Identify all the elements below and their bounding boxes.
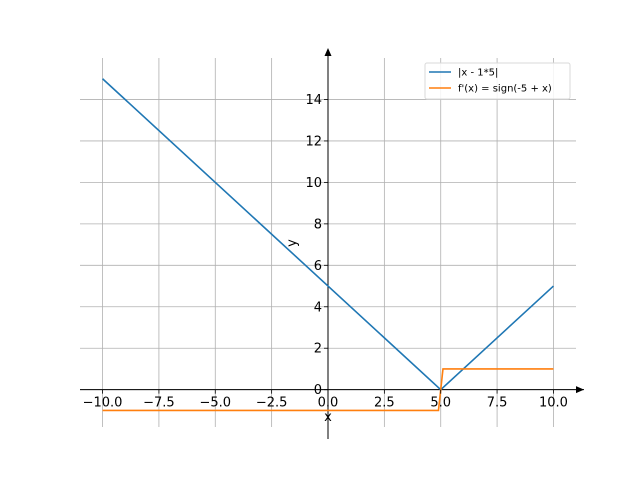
x-tick-label: −7.5	[143, 396, 175, 411]
x-tick-label: 0.0	[318, 396, 339, 411]
x-axis-label: x	[324, 410, 332, 425]
x-tick-label: −10.0	[83, 396, 123, 411]
legend: |x - 1*5| f'(x) = sign(-5 + x)	[424, 62, 571, 100]
y-axis-label: y	[285, 239, 300, 247]
x-tick-label: −2.5	[256, 396, 288, 411]
x-tick-label: 2.5	[374, 396, 395, 411]
x-tick-label: 7.5	[487, 396, 508, 411]
legend-entry-1: f'(x) = sign(-5 + x)	[458, 84, 552, 95]
y-tick-label: 12	[305, 134, 322, 149]
y-tick-label: 0	[314, 383, 322, 398]
y-tick-label: 10	[305, 176, 322, 191]
y-tick-label: 4	[314, 300, 322, 315]
x-tick-label: 5.0	[430, 396, 451, 411]
x-tick-label: 10.0	[539, 396, 568, 411]
x-axis-arrow	[576, 386, 584, 394]
x-tick-label: −5.0	[199, 396, 231, 411]
y-axis-arrow	[324, 48, 332, 56]
y-tick-label: 8	[314, 217, 322, 232]
y-tick-label: 2	[314, 342, 322, 357]
y-tick-label: 14	[305, 93, 322, 108]
legend-box	[424, 62, 571, 100]
legend-entry-0: |x - 1*5|	[458, 68, 498, 79]
y-tick-label: 6	[314, 259, 322, 274]
tick-labels: −10.0 −7.5 −5.0 −2.5 0.0 2.5 5.0 7.5 10.0 0 2 4 6 8 10…	[83, 93, 568, 411]
axes	[80, 48, 584, 439]
